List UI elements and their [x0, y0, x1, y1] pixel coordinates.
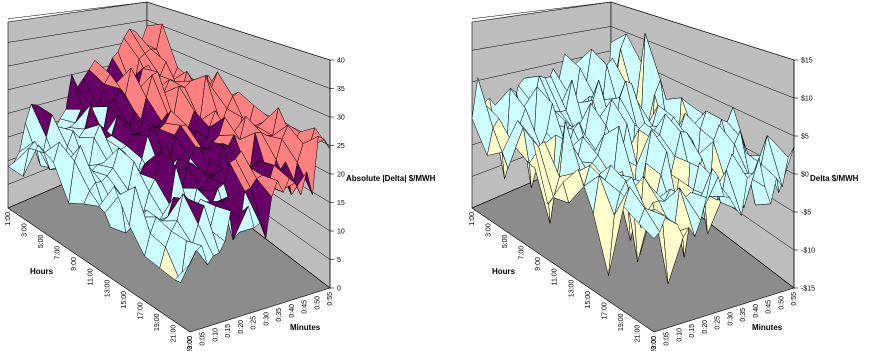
y-tick-label: 19:00: [618, 313, 625, 331]
z-tick-label: $0: [801, 172, 809, 179]
gridline: [7, 20, 331, 89]
surface-patch: [174, 250, 197, 283]
x-tick-label: 0:25: [251, 316, 258, 330]
x-tick-label: 0:40: [289, 304, 296, 318]
chart-1-y-axis: 1:00 3:00 5:00 7:00 9:00 11:00 13:00 15:00 17:00…: [5, 212, 194, 351]
chart-2-x-axis: 0:00 0:05 0:10 0:15 0:20 0:25 0:30 0:35 0:40 0:45…: [651, 292, 798, 350]
z-tick-label: 30: [337, 115, 345, 122]
chart-2: -$15-$10-$5$0$5$10$15 0:00 0:05 0:10 0:15 0:…: [469, 1, 859, 351]
y-tick-label: 7:00: [55, 246, 62, 260]
z-tick-label: 35: [337, 86, 345, 93]
y-tick-label: 5:00: [502, 234, 509, 248]
z-tick-label: 20: [337, 172, 345, 179]
chart-1-z-axis-title: Absolute |Delta| $/MWH: [346, 174, 436, 183]
y-tick-label: 1:00: [469, 212, 476, 226]
x-tick-label: 0:25: [715, 316, 722, 330]
y-tick-label: 9:00: [71, 257, 78, 271]
chart-2-x-axis-title: Minutes: [752, 323, 783, 332]
chart-1-x-axis: 0:00 0:05 0:10 0:15 0:20 0:25 0:30 0:35 0:40 0:45…: [187, 292, 334, 350]
y-tick-label: 13:00: [568, 280, 575, 298]
x-tick-label: 0:20: [238, 320, 245, 334]
x-tick-label: 0:10: [676, 328, 683, 342]
y-tick-label: 15:00: [585, 291, 592, 309]
x-tick-label: 0:40: [753, 304, 760, 318]
y-tick-label: 3:00: [22, 223, 29, 237]
gridline: [471, 1, 795, 61]
y-tick-label: 17:00: [137, 302, 144, 320]
z-tick-label: -$5: [801, 210, 811, 217]
x-tick-label: 0:15: [225, 324, 232, 338]
chart-1: 0 5 10 15 20 25 30 35 40 0:00 0:05 0:10 0:15 0:20 0:2…: [5, 1, 436, 351]
z-tick-label: 5: [337, 257, 341, 264]
z-tick-label: -$15: [801, 286, 815, 293]
y-tick-label: 5:00: [38, 234, 45, 248]
chart-1-surface: [7, 23, 331, 284]
z-tick-label: 10: [337, 229, 345, 236]
chart-2-z-axis-title: Delta $/MWH: [810, 174, 859, 183]
x-tick-label: 0:55: [791, 292, 798, 306]
z-tick-label: $5: [801, 134, 809, 141]
x-tick-label: 0:05: [664, 332, 671, 346]
x-tick-label: 0:50: [778, 296, 785, 310]
x-tick-label: 0:10: [212, 328, 219, 342]
x-tick-label: 0:05: [200, 332, 207, 346]
y-tick-label: 7:00: [519, 246, 526, 260]
y-tick-label: 21:00: [170, 325, 177, 343]
y-tick-label: 11:00: [552, 268, 559, 285]
y-tick-label: 23:00: [651, 336, 658, 351]
z-tick-label: $10: [801, 96, 813, 103]
x-tick-label: 0:45: [302, 300, 309, 314]
x-tick-label: 0:45: [766, 300, 773, 314]
gridline: [471, 26, 795, 99]
surface-patch: [638, 207, 661, 239]
gridline: [7, 1, 331, 61]
chart-2-z-axis: -$15 -$10 -$5 $0 $5 $10 $15: [793, 58, 815, 293]
z-tick-label: 25: [337, 143, 345, 150]
x-tick-label: 0:35: [276, 308, 283, 322]
z-tick-label: -$10: [801, 248, 815, 255]
y-tick-label: 19:00: [154, 313, 161, 331]
y-tick-label: 15:00: [121, 291, 128, 309]
z-tick-label: $15: [801, 58, 813, 65]
y-tick-label: 23:00: [187, 336, 194, 351]
y-tick-label: 3:00: [486, 223, 493, 237]
y-tick-label: 21:00: [634, 325, 641, 343]
chart-1-x-axis-title: Minutes: [290, 323, 321, 332]
x-tick-label: 0:30: [263, 312, 270, 326]
x-tick-label: 0:55: [327, 292, 334, 306]
y-tick-label: 17:00: [601, 302, 608, 320]
x-tick-label: 0:35: [740, 308, 747, 322]
chart-2-y-axis: 1:00 3:00 5:00 7:00 9:00 11:00 13:00 15:00 17:00…: [469, 212, 658, 351]
x-tick-label: 0:50: [314, 296, 321, 310]
chart-2-y-axis-title: Hours: [492, 267, 516, 276]
x-tick-label: 0:00: [187, 336, 194, 350]
y-tick-label: 9:00: [535, 257, 542, 271]
x-tick-label: 0:15: [689, 324, 696, 338]
y-tick-label: 13:00: [104, 280, 111, 298]
x-tick-label: 0:20: [702, 320, 709, 334]
y-tick-label: 11:00: [88, 268, 95, 285]
z-tick-label: 40: [337, 58, 345, 65]
x-tick-label: 0:00: [651, 336, 658, 350]
x-tick-label: 0:30: [727, 312, 734, 326]
chart-1-y-axis-title: Hours: [30, 267, 54, 276]
chart-1-z-axis: 0 5 10 15 20 25 30 35 40: [329, 58, 345, 293]
chart-2-surface: [471, 33, 795, 284]
z-tick-label: 0: [337, 286, 341, 293]
y-tick-label: 1:00: [5, 212, 12, 226]
z-tick-label: 15: [337, 200, 345, 207]
